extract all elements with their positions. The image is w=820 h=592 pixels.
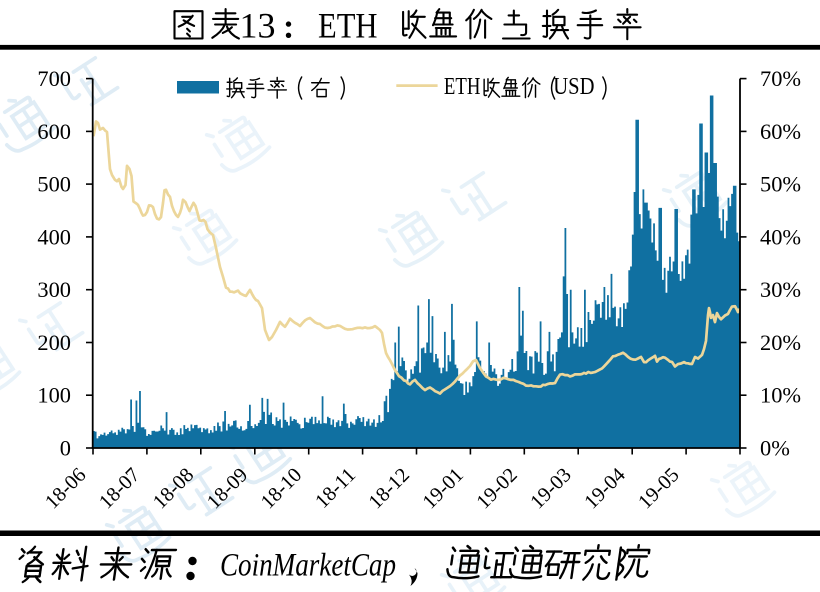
svg-text:20%: 20% — [760, 330, 801, 355]
svg-text:10%: 10% — [760, 383, 801, 408]
svg-text:13: 13 — [240, 5, 276, 45]
svg-text:0%: 0% — [760, 435, 790, 460]
svg-text:50%: 50% — [760, 172, 801, 197]
svg-text:200: 200 — [37, 330, 71, 355]
svg-text:400: 400 — [37, 224, 71, 249]
svg-text:USD: USD — [553, 74, 594, 100]
svg-text:40%: 40% — [760, 224, 801, 249]
svg-text:30%: 30% — [760, 277, 801, 302]
svg-text:100: 100 — [37, 383, 71, 408]
svg-text:CoinMarketCap: CoinMarketCap — [220, 548, 396, 584]
svg-text:700: 700 — [37, 66, 71, 91]
svg-text:300: 300 — [37, 277, 71, 302]
svg-text:500: 500 — [37, 172, 71, 197]
svg-text:600: 600 — [37, 119, 71, 144]
svg-text:70%: 70% — [760, 66, 801, 91]
svg-text:0: 0 — [60, 435, 71, 460]
svg-text:60%: 60% — [760, 119, 801, 144]
svg-text:ETH: ETH — [444, 74, 481, 100]
svg-text:ETH: ETH — [318, 6, 378, 46]
